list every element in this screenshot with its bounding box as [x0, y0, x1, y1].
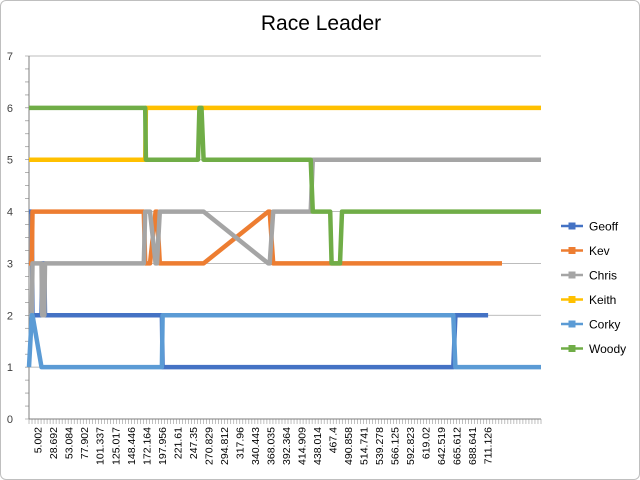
x-tick-label: 5.002 — [33, 427, 45, 453]
y-tick-label: 6 — [7, 103, 13, 115]
series-line-chris — [29, 157, 541, 318]
legend-label-corky: Corky — [589, 318, 620, 332]
x-tick-label: 642.519 — [436, 427, 448, 465]
y-tick-label: 2 — [7, 310, 13, 322]
x-tick-label: 317.96 — [234, 427, 246, 459]
x-tick-label: 467.4 — [328, 427, 340, 453]
x-tick-label: 438.014 — [312, 427, 324, 465]
x-tick-label: 125.017 — [110, 427, 122, 465]
x-tick-label: 490.858 — [343, 427, 355, 465]
x-tick-label: 368.035 — [265, 427, 277, 465]
x-tick-label: 566.125 — [390, 427, 402, 465]
y-tick-label: 1 — [7, 362, 13, 374]
y-tick-label: 3 — [7, 258, 13, 270]
x-tick-label: 148.446 — [126, 427, 138, 465]
series-line-kev — [29, 209, 502, 266]
legend-label-chris: Chris — [589, 269, 617, 283]
x-tick-label: 270.829 — [203, 427, 215, 465]
legend-marker-chris — [568, 271, 576, 279]
x-tick-label: 514.741 — [359, 427, 371, 465]
x-tick-label: 592.823 — [405, 427, 417, 465]
legend-label-geoff: Geoff — [589, 220, 619, 234]
x-tick-label: 340.443 — [250, 427, 262, 465]
x-tick-label: 172.164 — [141, 427, 153, 465]
series-line-keith — [29, 105, 541, 162]
x-tick-label: 197.956 — [157, 427, 169, 465]
chart-title: Race Leader — [260, 12, 382, 35]
series-line-corky — [26, 313, 541, 370]
legend-marker-corky — [568, 320, 576, 328]
x-tick-label: 688.641 — [467, 427, 479, 465]
legend-marker-kev — [568, 247, 576, 254]
x-tick-label: 221.61 — [172, 427, 184, 459]
legend-marker-keith — [568, 296, 576, 303]
legend-marker-geoff — [568, 222, 576, 230]
y-tick-label: 7 — [7, 51, 13, 63]
legend-label-keith: Keith — [589, 293, 616, 307]
x-tick-label: 392.364 — [281, 427, 293, 465]
x-tick-label: 619.02 — [421, 427, 433, 459]
legend-marker-woody — [568, 345, 576, 352]
x-tick-label: 665.612 — [452, 427, 464, 465]
series-line-woody — [29, 105, 541, 266]
y-tick-label: 0 — [7, 414, 13, 426]
y-tick-label: 5 — [7, 155, 13, 167]
series-line-geoff — [29, 209, 489, 370]
legend-label-kev: Kev — [589, 244, 610, 258]
x-tick-label: 53.084 — [64, 427, 76, 459]
legend-label-woody: Woody — [589, 342, 626, 356]
x-tick-label: 77.902 — [79, 427, 91, 459]
x-tick-label: 414.909 — [296, 427, 308, 465]
x-tick-label: 28.692 — [48, 427, 60, 459]
y-tick-label: 4 — [7, 207, 13, 219]
x-tick-label: 539.278 — [374, 427, 386, 465]
x-tick-label: 294.812 — [219, 427, 231, 465]
x-tick-label: 247.35 — [188, 427, 200, 459]
x-tick-label: 101.337 — [95, 427, 107, 465]
x-tick-label: 711.126 — [483, 427, 495, 464]
